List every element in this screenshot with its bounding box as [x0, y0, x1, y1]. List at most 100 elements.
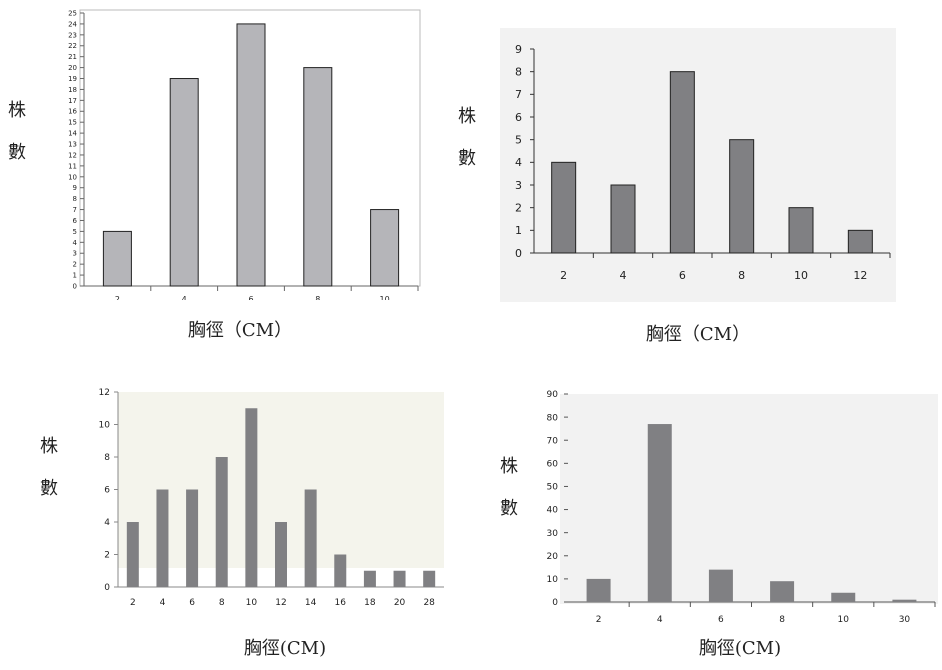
- bar: [304, 489, 317, 587]
- y-axis-label-char-2: 數: [500, 498, 518, 519]
- y-tick-label: 2: [104, 551, 110, 561]
- x-tick-label: 8: [779, 615, 785, 625]
- y-tick-label: 0: [515, 247, 522, 260]
- chart-2: 株 數 0 1 2 3 4 5 6 7 8 9 2 4 6 8 10 12 胸徑（CM）: [450, 0, 942, 345]
- bar: [186, 489, 199, 587]
- bar: [729, 139, 755, 254]
- y-tick-label: 5: [515, 134, 522, 147]
- bar: [423, 570, 436, 587]
- y-axis-label-char-2: 數: [40, 478, 58, 499]
- bar: [370, 209, 400, 287]
- y-tick-label: 7: [515, 88, 522, 101]
- x-tick-label: 20: [394, 598, 406, 608]
- y-tick-label: 4: [515, 156, 522, 169]
- x-tick-label: 10: [838, 615, 850, 625]
- y-tick-label: 3: [515, 179, 522, 192]
- bar: [303, 67, 333, 287]
- x-tick-label: 18: [364, 598, 376, 608]
- bar: [847, 229, 873, 254]
- x-tick-label: 14: [305, 598, 317, 608]
- y-tick-label: 24: [68, 20, 77, 28]
- y-tick-label: 4: [104, 518, 110, 528]
- y-tick-label: 21: [68, 53, 77, 61]
- x-tick-label: 2: [130, 598, 136, 608]
- bar: [551, 161, 577, 254]
- bar: [770, 581, 795, 602]
- bar: [586, 578, 611, 602]
- y-tick-label: 12: [68, 151, 77, 159]
- y-tick-label: 19: [68, 75, 77, 83]
- x-axis-label: 胸徑(CM): [243, 638, 327, 659]
- y-tick-label: 12: [99, 388, 110, 398]
- bar: [275, 522, 287, 587]
- bar: [215, 457, 228, 587]
- x-tick-label: 12: [275, 598, 286, 608]
- y-tick-label: 10: [99, 421, 111, 431]
- chart-1-plot: 0123456789101112131415161718192021222324…: [68, 9, 421, 300]
- chart-4-plot: 0 10 20 30 40 50 60 70 80 90 2 4 6 8 10 30: [547, 390, 938, 625]
- y-tick-label: 30: [547, 529, 559, 539]
- y-tick-label: 8: [104, 453, 110, 463]
- y-axis-label-char-2: 數: [8, 142, 26, 163]
- x-tick-label: 6: [189, 598, 195, 608]
- x-tick-label: 4: [620, 269, 627, 282]
- y-tick-label: 25: [68, 9, 77, 17]
- y-tick-label: 8: [515, 66, 522, 79]
- bar: [669, 71, 695, 254]
- bar: [393, 570, 406, 587]
- x-tick-label: 16: [335, 598, 347, 608]
- x-tick-label: 10: [794, 269, 808, 282]
- y-tick-label: 4: [73, 239, 78, 247]
- x-tick-label: 2: [115, 295, 120, 300]
- bar: [245, 408, 258, 587]
- y-axis-label-char-1: 株: [500, 456, 518, 477]
- y-axis-label-char-1: 株: [40, 436, 58, 457]
- y-tick-label: 6: [104, 486, 110, 496]
- x-axis-label: 胸徑（CM）: [645, 324, 751, 345]
- x-tick-label: 8: [738, 269, 745, 282]
- x-tick-label: 12: [853, 269, 867, 282]
- x-tick-label: 2: [596, 615, 602, 625]
- bar: [156, 489, 169, 587]
- x-tick-label: 10: [380, 295, 390, 300]
- y-tick-label: 10: [68, 173, 77, 181]
- y-tick-label: 15: [68, 119, 77, 127]
- x-tick-label: 6: [718, 615, 724, 625]
- bar: [788, 207, 814, 254]
- x-tick-label: 28: [423, 598, 435, 608]
- y-tick-label: 23: [68, 31, 77, 39]
- y-tick-label: 11: [68, 162, 77, 170]
- y-tick-label: 17: [68, 97, 77, 105]
- bar: [708, 569, 733, 602]
- bar: [102, 230, 132, 287]
- y-tick-label: 50: [547, 483, 559, 493]
- y-tick-label: 22: [68, 42, 77, 50]
- x-tick-label: 10: [246, 598, 258, 608]
- y-tick-label: 18: [68, 86, 77, 94]
- x-axis-label: 胸徑（CM）: [187, 320, 293, 341]
- y-tick-label: 80: [547, 413, 559, 423]
- x-tick-label: 4: [182, 295, 187, 300]
- bar: [831, 592, 856, 602]
- bar: [169, 78, 199, 287]
- y-tick-label: 2: [73, 261, 77, 269]
- y-tick-label: 0: [104, 583, 110, 593]
- chart-1: 株 數 0 1 2 3 4 5 6 7 8 9 10 11 12 13 14 15 16 17 18 19 20 21 22…: [0, 0, 460, 345]
- y-tick-label: 0: [73, 282, 77, 290]
- y-tick-label: 1: [515, 224, 522, 237]
- chart-3: 株 數 0 2 4 6 8 10 12 2 4 6 8 10 12 14 16 18 20 28 胸徑(CM): [0, 380, 460, 670]
- y-tick-label: 40: [547, 506, 559, 516]
- y-tick-label: 5: [73, 228, 77, 236]
- x-tick-label: 6: [248, 295, 253, 300]
- x-tick-label: 30: [899, 615, 911, 625]
- y-tick-label: 6: [515, 111, 522, 124]
- y-axis-label-char-2: 數: [458, 148, 476, 169]
- y-tick-label: 0: [552, 598, 558, 608]
- x-tick-label: 8: [315, 295, 320, 300]
- chart-3-plot: 0 2 4 6 8 10 12 2 4 6 8 10 12 14 16 18 20 28: [99, 388, 444, 608]
- y-tick-label: 90: [547, 390, 559, 400]
- bar: [647, 424, 672, 602]
- x-tick-label: 4: [657, 615, 663, 625]
- y-tick-label: 70: [547, 436, 559, 446]
